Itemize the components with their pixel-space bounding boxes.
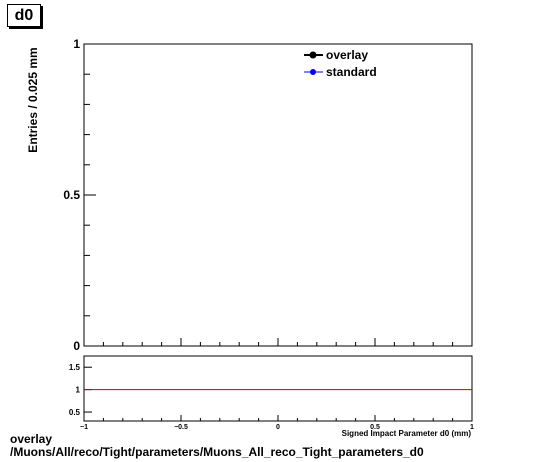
ratio-x-tick-label: −0.5 <box>174 424 188 431</box>
ratio-plot-frame <box>83 355 473 422</box>
ratio-x-tick-label: −1 <box>80 424 88 431</box>
main-y-tick-label: 1 <box>73 37 80 51</box>
legend-marker-overlay <box>309 51 317 59</box>
ratio-x-tick-label: 0.5 <box>370 424 380 431</box>
ratio-y-tick-label: 0.5 <box>69 408 81 417</box>
main-plot-frame <box>83 43 473 347</box>
ratio-x-tick-label: 1 <box>470 424 474 431</box>
main-y-tick-label: 0 <box>73 339 80 353</box>
legend-label-overlay: overlay <box>326 48 368 62</box>
legend: overlay standard <box>304 48 377 79</box>
ratio-x-ticks: −1 −0.5 0 0.5 1 <box>80 415 474 431</box>
ratio-y-tick-label: 1 <box>76 386 81 395</box>
main-y-axis-label: Entries / 0.025 mm <box>26 47 40 152</box>
main-x-ticks <box>83 338 473 346</box>
main-y-ticks: 00.51 <box>63 37 96 353</box>
main-y-tick-label: 0.5 <box>63 188 80 202</box>
footer-histogram-path: /Muons/All/reco/Tight/parameters/Muons_A… <box>10 445 424 459</box>
legend-label-standard: standard <box>326 65 377 79</box>
footer-sample-label: overlay <box>10 432 53 446</box>
ratio-x-tick-label: 0 <box>276 424 280 431</box>
ratio-x-axis-label: Signed Impact Parameter d0 (mm) <box>342 429 472 438</box>
plot-title: d0 <box>7 4 41 27</box>
legend-marker-standard <box>310 69 316 75</box>
ratio-y-tick-label: 1.5 <box>69 363 81 372</box>
